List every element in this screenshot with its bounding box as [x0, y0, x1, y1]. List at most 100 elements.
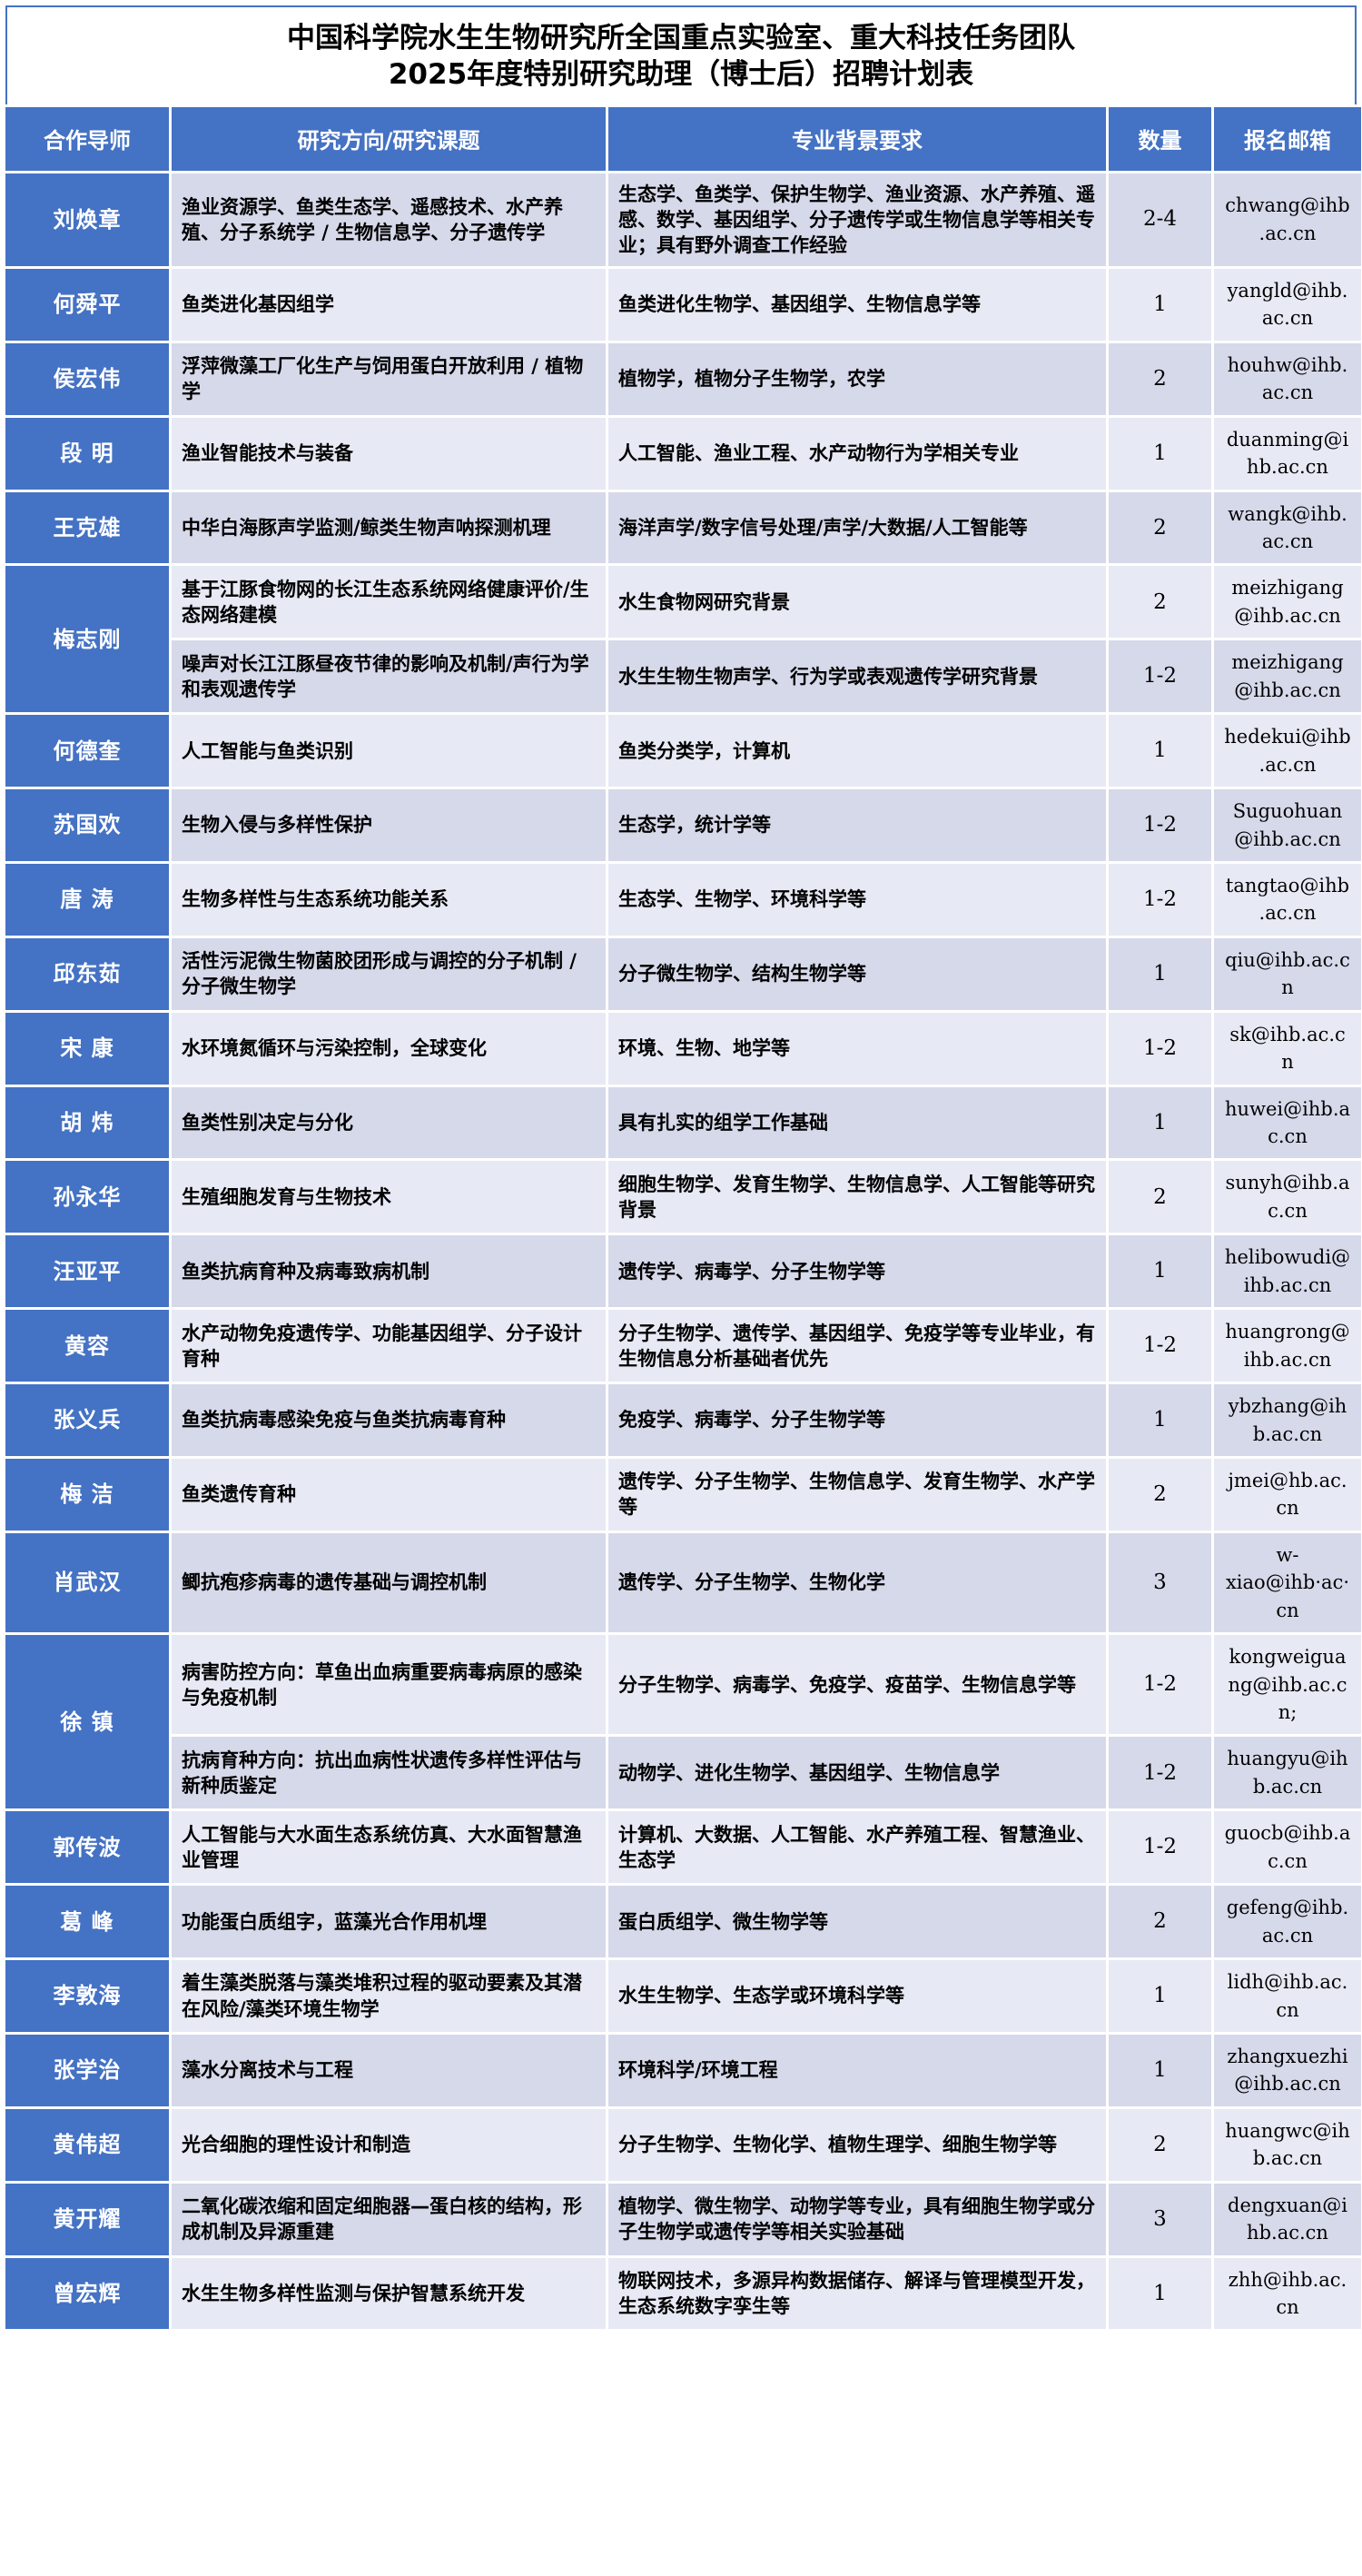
cell-application-email[interactable]: yangld@ihb.ac.cn — [1214, 268, 1361, 341]
cell-application-email[interactable]: huangrong@ihb.ac.cn — [1214, 1310, 1361, 1382]
cell-mentor: 何德奎 — [5, 715, 169, 788]
cell-research-direction: 生物入侵与多样性保护 — [172, 789, 606, 861]
table-row: 苏国欢 生物入侵与多样性保护 生态学，统计学等 1-2 Suguohuan@ihb.ac… — [5, 789, 1361, 861]
cell-application-email[interactable]: ybzhang@ihb.ac.cn — [1214, 1384, 1361, 1456]
cell-research-direction: 人工智能与鱼类识别 — [172, 715, 606, 788]
title-block: 中国科学院水生生物研究所全国重点实验室、重大科技任务团队 2025年度特别研究助… — [5, 5, 1357, 104]
cell-mentor: 葛 峰 — [5, 1886, 169, 1958]
cell-research-direction: 抗病育种方向：抗出血病性状遗传多样性评估与新种质鉴定 — [172, 1737, 606, 1809]
column-header-direction: 研究方向/研究课题 — [172, 106, 606, 171]
cell-background-requirement: 生态学、鱼类学、保护生物学、渔业资源、水产养殖、遥感、数学、基因组学、分子遗传学… — [608, 173, 1106, 266]
cell-application-email[interactable]: meizhigang@ihb.ac.cn — [1214, 566, 1361, 639]
cell-mentor: 张学治 — [5, 2034, 169, 2106]
table-row: 梅志刚 基于江豚食物网的长江生态系统网络健康评价/生态网络建模 水生食物网研究背景 2… — [5, 566, 1361, 713]
table-row: 段 明渔业智能技术与装备 人工智能、渔业工程、水产动物行为学相关专业 1 duanmi… — [5, 417, 1361, 490]
cell-background-requirement: 鱼类分类学，计算机 — [608, 715, 1106, 788]
cell-application-email[interactable]: zhh@ihb.ac.cn — [1214, 2257, 1361, 2330]
cell-position-count: 2 — [1109, 1886, 1211, 1958]
column-header-email: 报名邮箱 — [1214, 106, 1361, 171]
table-row: 刘焕章 渔业资源学、鱼类生态学、遥感技术、水产养殖、分子系统学 / 生物信息学、分… — [5, 173, 1361, 266]
cell-position-count: 1-2 — [1109, 863, 1211, 936]
cell-mentor: 梅 洁 — [5, 1458, 169, 1531]
cell-research-direction: 鱼类进化基因组学 — [172, 268, 606, 341]
cell-application-email[interactable]: jmei@hb.ac.cn — [1214, 1458, 1361, 1531]
cell-application-email[interactable]: lidh@ihb.ac.cn — [1214, 1960, 1361, 2032]
table-row: 宋 康水环境氮循环与污染控制，全球变化 环境、生物、地学等 1-2 sk@ihb.ac… — [5, 1012, 1361, 1085]
cell-application-email[interactable]: kongweiguang@ihb.ac.cn; — [1214, 1635, 1361, 1735]
cell-application-email[interactable]: zhangxuezhi@ihb.ac.cn — [1214, 2034, 1361, 2106]
cell-background-requirement: 免疫学、病毒学、分子生物学等 — [608, 1384, 1106, 1456]
cell-position-count: 1 — [1109, 1960, 1211, 2032]
cell-mentor: 梅志刚 — [5, 566, 169, 713]
cell-application-email[interactable]: huangyu@ihb.ac.cn — [1214, 1737, 1361, 1809]
cell-background-requirement: 分子生物学、遗传学、基因组学、免疫学等专业毕业，有生物信息分析基础者优先 — [608, 1310, 1106, 1382]
cell-background-requirement: 动物学、进化生物学、基因组学、生物信息学 — [608, 1737, 1106, 1809]
cell-mentor: 唐 涛 — [5, 863, 169, 936]
table-header: 合作导师 研究方向/研究课题 专业背景要求 数量 报名邮箱 — [5, 106, 1361, 171]
table-body: 刘焕章 渔业资源学、鱼类生态学、遥感技术、水产养殖、分子系统学 / 生物信息学、分… — [5, 173, 1361, 2330]
cell-research-direction: 基于江豚食物网的长江生态系统网络健康评价/生态网络建模 — [172, 566, 606, 639]
table-row: 孙永华 生殖细胞发育与生物技术 细胞生物学、发育生物学、生物信息学、人工智能等研究背… — [5, 1161, 1361, 1234]
cell-position-count: 1-2 — [1109, 1310, 1211, 1382]
table-row: 葛 峰功能蛋白质组字，蓝藻光合作用机埋 蛋白质组学、微生物学等 2 gefeng@ih… — [5, 1886, 1361, 1958]
cell-position-count: 1 — [1109, 2034, 1211, 2106]
cell-application-email[interactable]: w-xiao@ihb·ac·cn — [1214, 1532, 1361, 1633]
cell-application-email[interactable]: sunyh@ihb.ac.cn — [1214, 1161, 1361, 1234]
cell-application-email[interactable]: hedekui@ihb.ac.cn — [1214, 715, 1361, 788]
cell-background-requirement: 分子微生物学、结构生物学等 — [608, 937, 1106, 1010]
table-row: 李敦海 着生藻类脱落与藻类堆积过程的驱动要素及其潜在风险/藻类环境生物学 水生生物学… — [5, 1960, 1361, 2032]
cell-application-email[interactable]: tangtao@ihb.ac.cn — [1214, 863, 1361, 936]
cell-application-email[interactable]: meizhigang@ihb.ac.cn — [1214, 640, 1361, 713]
cell-application-email[interactable]: qiu@ihb.ac.cn — [1214, 937, 1361, 1010]
cell-application-email[interactable]: wangk@ihb.ac.cn — [1214, 491, 1361, 564]
cell-research-direction: 水产动物免疫遗传学、功能基因组学、分子设计育种 — [172, 1310, 606, 1382]
cell-background-requirement: 蛋白质组学、微生物学等 — [608, 1886, 1106, 1958]
column-header-mentor: 合作导师 — [5, 106, 169, 171]
cell-mentor: 段 明 — [5, 417, 169, 490]
cell-research-direction: 浮萍微藻工厂化生产与饲用蛋白开放利用 / 植物学 — [172, 342, 606, 415]
cell-background-requirement: 人工智能、渔业工程、水产动物行为学相关专业 — [608, 417, 1106, 490]
cell-mentor: 王克雄 — [5, 491, 169, 564]
cell-research-direction: 中华白海豚声学监测/鲸类生物声呐探测机理 — [172, 491, 606, 564]
table-row: 黄伟超 光合细胞的理性设计和制造 分子生物学、生物化学、植物生理学、细胞生物学等 2 h… — [5, 2108, 1361, 2181]
cell-application-email[interactable]: sk@ihb.ac.cn — [1214, 1012, 1361, 1085]
cell-mentor: 黄开耀 — [5, 2183, 169, 2255]
cell-position-count: 1 — [1109, 268, 1211, 341]
cell-position-count: 2 — [1109, 2108, 1211, 2181]
cell-application-email[interactable]: huwei@ihb.ac.cn — [1214, 1086, 1361, 1159]
cell-position-count: 3 — [1109, 1532, 1211, 1633]
table-row: 黄容 水产动物免疫遗传学、功能基因组学、分子设计育种 分子生物学、遗传学、基因组学、… — [5, 1310, 1361, 1382]
cell-application-email[interactable]: chwang@ihb.ac.cn — [1214, 173, 1361, 266]
cell-background-requirement: 水生生物生物声学、行为学或表观遗传学研究背景 — [608, 640, 1106, 713]
cell-background-requirement: 分子生物学、生物化学、植物生理学、细胞生物学等 — [608, 2108, 1106, 2181]
cell-background-requirement: 环境、生物、地学等 — [608, 1012, 1106, 1085]
table-row: 邱东茹 活性污泥微生物菌胶团形成与调控的分子机制 / 分子微生物学 分子微生物学、结… — [5, 937, 1361, 1010]
cell-research-direction: 二氧化碳浓缩和固定细胞器—蛋白核的结构，形成机制及异源重建 — [172, 2183, 606, 2255]
cell-position-count: 2 — [1109, 491, 1211, 564]
cell-application-email[interactable]: dengxuan@ihb.ac.cn — [1214, 2183, 1361, 2255]
cell-position-count: 1 — [1109, 937, 1211, 1010]
cell-research-direction: 生物多样性与生态系统功能关系 — [172, 863, 606, 936]
cell-application-email[interactable]: duanming@ihb.ac.cn — [1214, 417, 1361, 490]
cell-background-requirement: 遗传学、分子生物学、生物信息学、发育生物学、水产学等 — [608, 1458, 1106, 1531]
cell-application-email[interactable]: huangwc@ihb.ac.cn — [1214, 2108, 1361, 2181]
cell-background-requirement: 植物学，植物分子生物学，农学 — [608, 342, 1106, 415]
cell-position-count: 1 — [1109, 1384, 1211, 1456]
cell-mentor: 徐 镇 — [5, 1635, 169, 1809]
recruitment-plan-sheet: 中国科学院水生生物研究所全国重点实验室、重大科技任务团队 2025年度特别研究助… — [0, 5, 1362, 2333]
cell-mentor: 胡 炜 — [5, 1086, 169, 1159]
cell-application-email[interactable]: guocb@ihb.ac.cn — [1214, 1811, 1361, 1884]
cell-position-count: 1-2 — [1109, 1012, 1211, 1085]
cell-application-email[interactable]: houhw@ihb.ac.cn — [1214, 342, 1361, 415]
cell-application-email[interactable]: helibowudi@ihb.ac.cn — [1214, 1235, 1361, 1308]
cell-application-email[interactable]: gefeng@ihb.ac.cn — [1214, 1886, 1361, 1958]
cell-research-direction: 鱼类抗病育种及病毒致病机制 — [172, 1235, 606, 1308]
table-row: 张义兵 鱼类抗病毒感染免疫与鱼类抗病毒育种 免疫学、病毒学、分子生物学等 1 ybzha… — [5, 1384, 1361, 1456]
cell-mentor: 邱东茹 — [5, 937, 169, 1010]
cell-position-count: 1-2 — [1109, 640, 1211, 713]
cell-mentor: 宋 康 — [5, 1012, 169, 1085]
table-row: 噪声对长江江豚昼夜节律的影响及机制/声行为学和表观遗传学 水生生物生物声学、行为学… — [5, 640, 1361, 713]
cell-application-email[interactable]: Suguohuan@ihb.ac.cn — [1214, 789, 1361, 861]
cell-background-requirement: 海洋声学/数字信号处理/声学/大数据/人工智能等 — [608, 491, 1106, 564]
table-row: 何舜平 鱼类进化基因组学 鱼类进化生物学、基因组学、生物信息学等 1 yangld@ih… — [5, 268, 1361, 341]
